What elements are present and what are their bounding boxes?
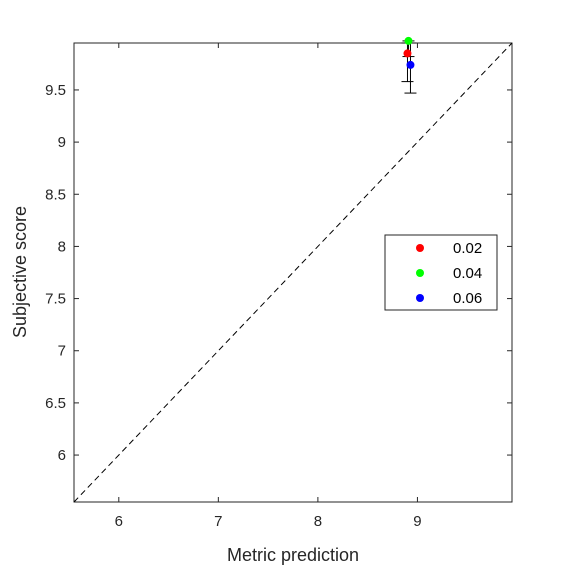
y-axis-label: Subjective score (10, 206, 30, 338)
x-tick-label: 8 (314, 513, 322, 530)
x-tick-label: 9 (413, 513, 421, 530)
y-tick-label: 8.5 (45, 186, 66, 203)
y-tick-label: 6.5 (45, 395, 66, 412)
y-tick-label: 6 (58, 447, 66, 464)
x-tick-label: 6 (115, 513, 123, 530)
data-point-0.04 (404, 36, 413, 45)
plot-area: 6 7 8 9 6 6.5 7 7.5 8 8.5 9 9.5 0.02 0.04 0.06 (45, 36, 513, 530)
y-tick-label: 7 (58, 343, 66, 360)
y-tick-label: 9 (58, 134, 66, 151)
legend: 0.02 0.04 0.06 (384, 234, 498, 311)
legend-entry-0.04: 0.04 (453, 265, 482, 282)
legend-marker-0.06 (416, 294, 424, 302)
y-tick-label: 8 (58, 238, 66, 255)
legend-marker-0.02 (416, 244, 424, 252)
reference-line (73, 42, 513, 503)
y-tick-label: 9.5 (45, 82, 66, 99)
legend-entry-0.02: 0.02 (453, 240, 482, 257)
legend-marker-0.04 (416, 269, 424, 277)
data-point-0.02 (403, 49, 412, 58)
data-point-0.06 (406, 60, 415, 69)
legend-box (384, 234, 498, 311)
x-tick-label: 7 (214, 513, 222, 530)
x-axis-label: Metric prediction (227, 545, 359, 565)
legend-entry-0.06: 0.06 (453, 290, 482, 307)
y-tick-label: 7.5 (45, 291, 66, 308)
